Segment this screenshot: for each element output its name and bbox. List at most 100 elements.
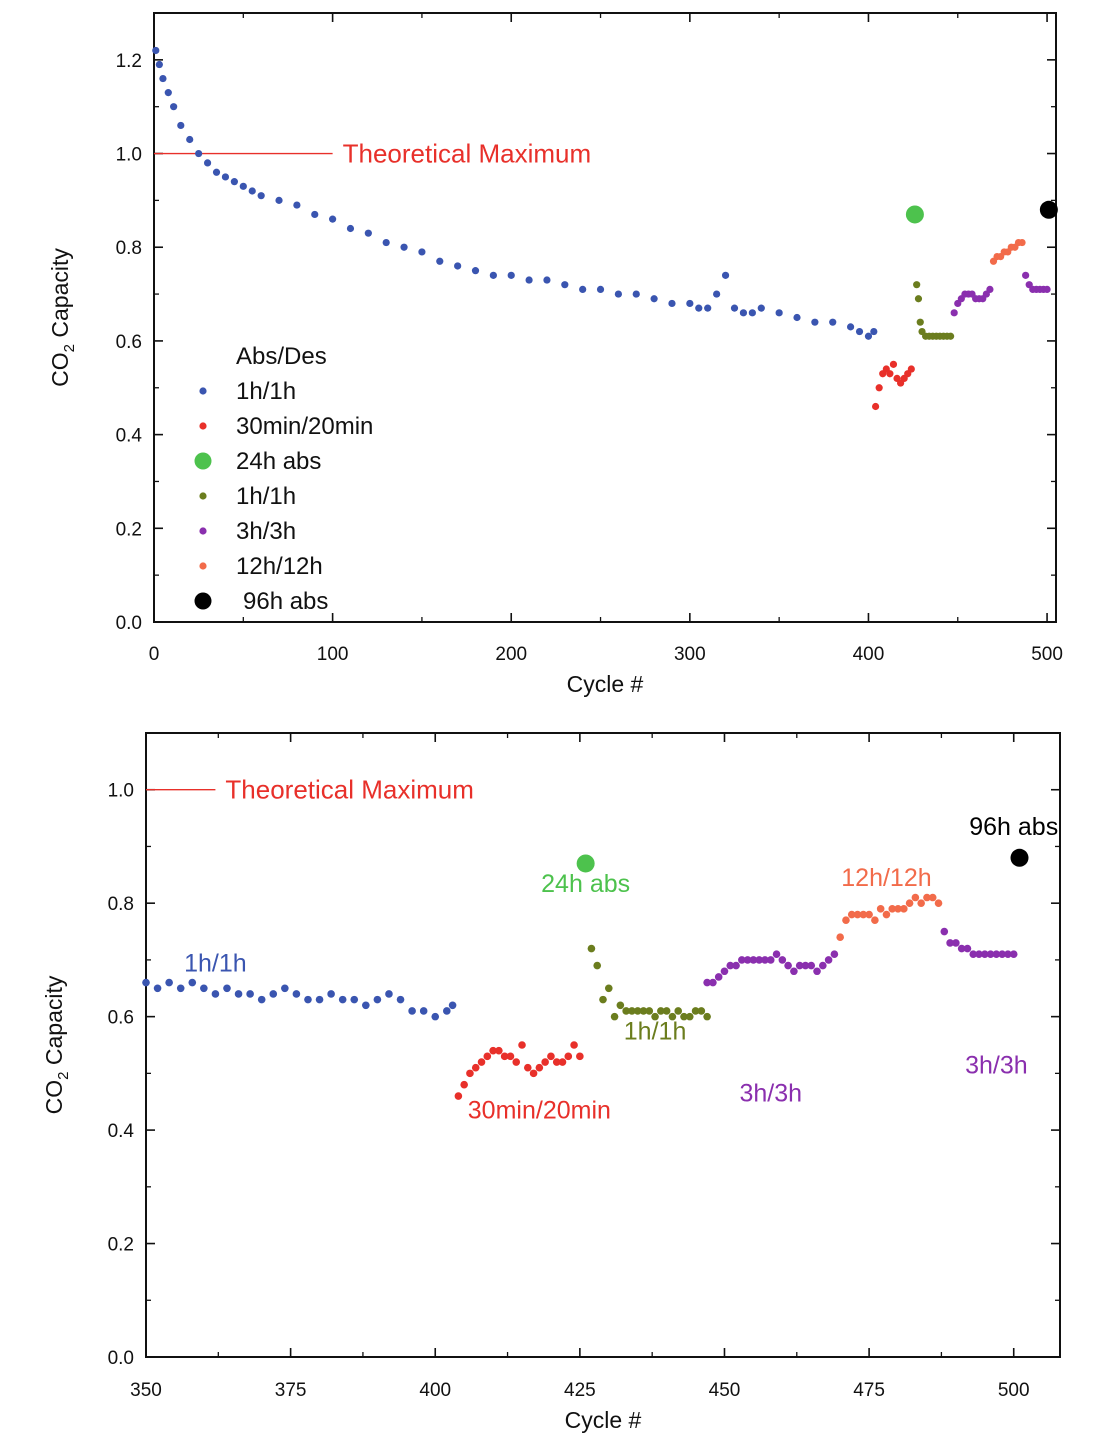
chart1-data-point <box>846 323 855 331</box>
chart2-data-point <box>622 1007 630 1015</box>
chart2-data-point <box>552 1058 561 1066</box>
chart2-data-point <box>142 978 150 987</box>
chart2-data-point <box>639 1007 648 1015</box>
chart2-data-point <box>327 990 335 998</box>
chart2-data-point <box>1009 950 1018 959</box>
chart1-legend-label: 30min/20min <box>236 413 373 440</box>
chart2-data-point <box>697 1007 706 1015</box>
chart2-data-point <box>518 1041 526 1049</box>
chart1-y-axis-title: CO2 Capacity <box>47 248 78 387</box>
chart1-data-point <box>793 313 801 322</box>
chart1-data-point <box>507 271 515 279</box>
chart2-data-point <box>975 950 983 959</box>
chart2-data-point <box>755 956 763 964</box>
chart1-data-point <box>257 192 265 200</box>
chart2-annotation: 24h abs <box>541 870 630 898</box>
chart2-data-point <box>419 1007 428 1015</box>
chart1-data-point <box>650 295 658 303</box>
chart1-data-point <box>596 285 605 293</box>
chart1-xtick-label: 0 <box>149 644 160 665</box>
chart1-data-point <box>364 229 372 237</box>
chart1-series-4 <box>913 281 955 340</box>
chart2-data-point <box>408 1007 416 1015</box>
chart1-legend: Abs/Des 1h/1h 30min/20min 24h abs 1h/1h 3h/3h… <box>194 343 373 615</box>
chart2-annotation: 1h/1h <box>184 949 247 977</box>
chart1-data-point <box>275 196 283 204</box>
chart2-data-point <box>853 910 862 919</box>
chart2-annotation: 12h/12h <box>841 864 931 892</box>
chart1-xtick-label: 500 <box>1031 644 1063 665</box>
chart1-data-point <box>886 370 894 378</box>
chart2-data-point <box>477 1058 486 1066</box>
chart1-data-point <box>561 281 569 289</box>
chart2-data-point <box>657 1007 665 1015</box>
chart1-legend-marker <box>199 492 207 500</box>
chart2-data-point <box>871 916 879 924</box>
chart1-plot-frame <box>153 12 1057 623</box>
chart2-data-point <box>529 1069 538 1078</box>
chart2-data-point <box>685 1012 694 1021</box>
chart1-legend-marker <box>194 592 212 610</box>
chart2-data-point <box>662 1007 671 1015</box>
chart1-legend-title: Abs/Des <box>236 343 327 370</box>
chart2-data-point <box>396 995 405 1004</box>
chart1-legend-label: 24h abs <box>236 448 321 475</box>
chart2-data-point <box>726 961 735 970</box>
chart2-data-point <box>876 905 885 913</box>
chart1-data-point <box>436 257 444 265</box>
chart1-data-point <box>855 327 864 336</box>
chart2-data-point <box>576 854 595 873</box>
chart1-legend-label: 3h/3h <box>236 518 296 545</box>
chart2-data-point <box>680 1012 688 1021</box>
chart2-data-point <box>1010 848 1029 867</box>
chart2-data-point <box>506 1052 515 1061</box>
chart2-plot-frame <box>145 732 1061 1358</box>
chart1-ytick-label: 1.2 <box>116 51 142 72</box>
chart1-data-point <box>212 168 221 176</box>
chart2-data-point <box>865 910 873 919</box>
chart2-data-point <box>911 893 920 902</box>
chart2-data-point <box>645 1007 654 1015</box>
chart1-ytick-label: 0.4 <box>116 426 143 447</box>
chart1-data-point <box>400 243 408 251</box>
chart1-ytick-label: 0.0 <box>116 613 142 634</box>
chart2-series-2 <box>454 1041 584 1100</box>
chart2-xtick-label: 350 <box>130 1380 162 1401</box>
chart2-data-point <box>738 956 746 964</box>
chart1-data-point <box>1043 285 1051 293</box>
chart1-xtick-label: 100 <box>317 644 349 665</box>
chart2-data-point <box>795 961 804 970</box>
chart2-data-point <box>373 995 382 1004</box>
chart2-data-point <box>819 961 827 970</box>
chart2-ytick-label: 0.4 <box>108 1121 135 1142</box>
chart2-data-point <box>651 1012 659 1021</box>
chart1-legend-label: 1h/1h <box>236 378 296 405</box>
chart2-data-point <box>923 893 931 902</box>
chart2-data-point <box>946 939 954 947</box>
chart2-data-point <box>570 1041 578 1049</box>
chart1-data-point <box>203 159 212 167</box>
chart1-data-point <box>186 135 194 144</box>
chart2-data-point <box>703 1012 711 1021</box>
chart1-data-point <box>870 327 878 336</box>
chart2-data-point <box>338 995 347 1004</box>
chart2-data-point <box>714 973 723 981</box>
chart2-data-point <box>784 961 792 970</box>
chart1-legend-marker <box>199 422 207 430</box>
chart2-ytick-label: 0.2 <box>108 1235 134 1256</box>
chart1-data-point <box>1022 271 1030 279</box>
chart2-annotation: 30min/20min <box>468 1097 611 1125</box>
chart2-annotation: 3h/3h <box>965 1051 1028 1079</box>
chart2-data-point <box>952 939 960 947</box>
chart2-data-point <box>512 1058 521 1066</box>
chart2-annotation: 3h/3h <box>739 1080 802 1108</box>
chart2-data-point <box>587 944 596 953</box>
chart1-data-point <box>221 173 230 181</box>
chart1-data-point <box>632 290 640 298</box>
chart2-data-point <box>385 990 393 998</box>
chart1-legend-label: 96h abs <box>243 588 328 615</box>
chart1-data-point <box>757 304 765 312</box>
chart2-data-point <box>813 967 821 976</box>
chart2-data-point <box>633 1007 642 1015</box>
